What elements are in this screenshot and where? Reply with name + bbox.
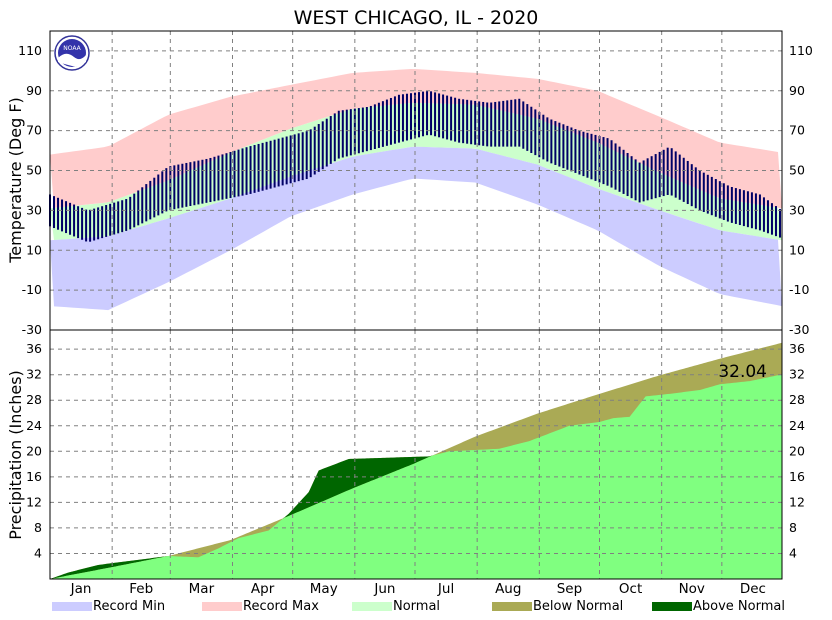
month-label: May [310,581,338,597]
legend-label: Record Max [243,599,319,614]
legend-label: Normal [393,599,440,614]
temp-tick-label: 30 [789,202,805,217]
legend-label: Below Normal [533,599,623,614]
month-label: Mar [189,581,215,597]
precip-tick-label: 20 [26,443,42,458]
legend-swatch [202,602,242,611]
precip-tick-label: 8 [789,520,797,535]
noaa-logo: NOAA [54,35,90,71]
month-label: Jan [70,581,92,597]
temp-tick-label: 30 [26,202,42,217]
temp-tick-label: 10 [26,242,42,257]
noaa-logo-text: NOAA [63,45,81,52]
precip-tick-label: 8 [34,520,42,535]
month-label: Apr [251,581,275,597]
temp-tick-label: -10 [22,282,42,297]
precip-tick-label: 36 [789,341,805,356]
temp-tick-label: 70 [26,123,42,138]
precip-tick-label: 20 [789,443,805,458]
precipitation-axis-label: Precipitation (Inches) [6,370,25,540]
chart-title: WEST CHICAGO, IL - 2020 [294,7,539,29]
temp-tick-label: 70 [789,123,805,138]
temp-tick-label: 90 [26,83,42,98]
month-label: Jun [373,581,395,597]
legend-swatch [52,602,92,611]
precip-tick-label: 24 [789,418,805,433]
temp-tick-label: 110 [789,43,813,58]
precip-tick-label: 16 [789,469,805,484]
month-label: Nov [679,581,705,597]
record-min-band [50,146,782,311]
legend-swatch [492,602,532,611]
month-label: Aug [495,581,521,597]
precip-tick-label: 36 [26,341,42,356]
record-max-band [50,69,782,209]
precip-tick-label: 24 [26,418,42,433]
precipitation-panel: 4 8 12 16 20 24 28 32 36 4 8 12 16 20 24 28 32 36 Precip… [6,329,805,580]
precip-tick-label: 28 [26,392,42,407]
legend-label: Above Normal [693,599,785,614]
temp-tick-label: 10 [789,242,805,257]
precip-tick-label: 4 [34,545,42,560]
temp-tick-label: -10 [789,282,809,297]
month-label: Dec [740,581,766,597]
temp-tick-label: -30 [789,322,809,337]
actual-precip-area [50,374,782,579]
month-label: Jul [437,581,454,597]
legend-swatch [652,602,692,611]
precip-tick-label: 28 [789,392,805,407]
above-normal-area [50,342,782,579]
precip-tick-label: 32 [789,367,805,382]
precip-tick-label: 16 [26,469,42,484]
month-label: Feb [129,581,153,597]
legend-swatch [352,602,392,611]
precip-tick-label: 12 [26,494,42,509]
precipitation-frame [49,329,783,580]
month-label: Oct [619,581,642,597]
temp-tick-label: 50 [26,163,42,178]
precip-tick-label: 12 [789,494,805,509]
temp-tick-label: 50 [789,163,805,178]
temp-tick-label: 90 [789,83,805,98]
precip-tick-label: 32 [26,367,42,382]
month-label: Sep [557,581,582,597]
precip-total-annotation: 32.04 [718,362,767,382]
temp-tick-label: 110 [18,43,42,58]
temp-tick-label: -30 [22,322,42,337]
precip-tick-label: 4 [789,545,797,560]
legend-label: Record Min [93,599,165,614]
temperature-axis-label: Temperature (Deg F) [6,97,25,264]
